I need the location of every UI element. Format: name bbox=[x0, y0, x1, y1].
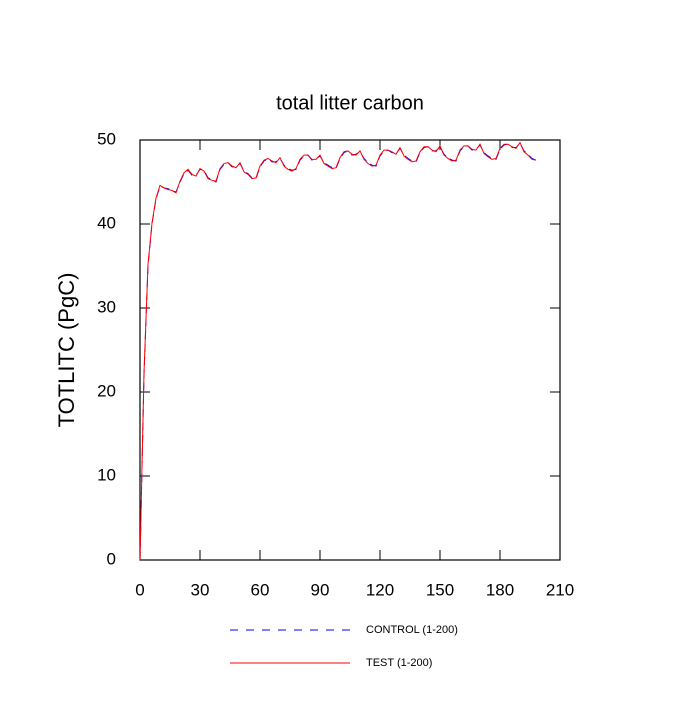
x-tick-label: 210 bbox=[546, 580, 574, 599]
legend-label: CONTROL (1-200) bbox=[366, 624, 458, 636]
y-tick-label: 10 bbox=[97, 465, 116, 484]
x-tick-label: 150 bbox=[426, 580, 454, 599]
y-tick-label: 40 bbox=[97, 213, 116, 232]
x-tick-label: 60 bbox=[251, 580, 270, 599]
chart-title: total litter carbon bbox=[276, 92, 424, 114]
x-tick-label: 0 bbox=[135, 580, 144, 599]
x-tick-label: 120 bbox=[366, 580, 394, 599]
legend-label: TEST (1-200) bbox=[366, 657, 432, 669]
y-tick-label: 50 bbox=[97, 129, 116, 148]
y-tick-label: 30 bbox=[97, 297, 116, 316]
y-tick-label: 0 bbox=[107, 549, 116, 568]
series-line bbox=[139, 142, 537, 561]
series-line bbox=[139, 141, 537, 561]
y-axis-label: TOTLITC (PgC) bbox=[54, 273, 79, 428]
x-tick-label: 90 bbox=[311, 580, 330, 599]
x-tick-label: 180 bbox=[486, 580, 514, 599]
x-tick-label: 30 bbox=[191, 580, 210, 599]
y-tick-label: 20 bbox=[97, 381, 116, 400]
plot-frame bbox=[139, 139, 561, 561]
